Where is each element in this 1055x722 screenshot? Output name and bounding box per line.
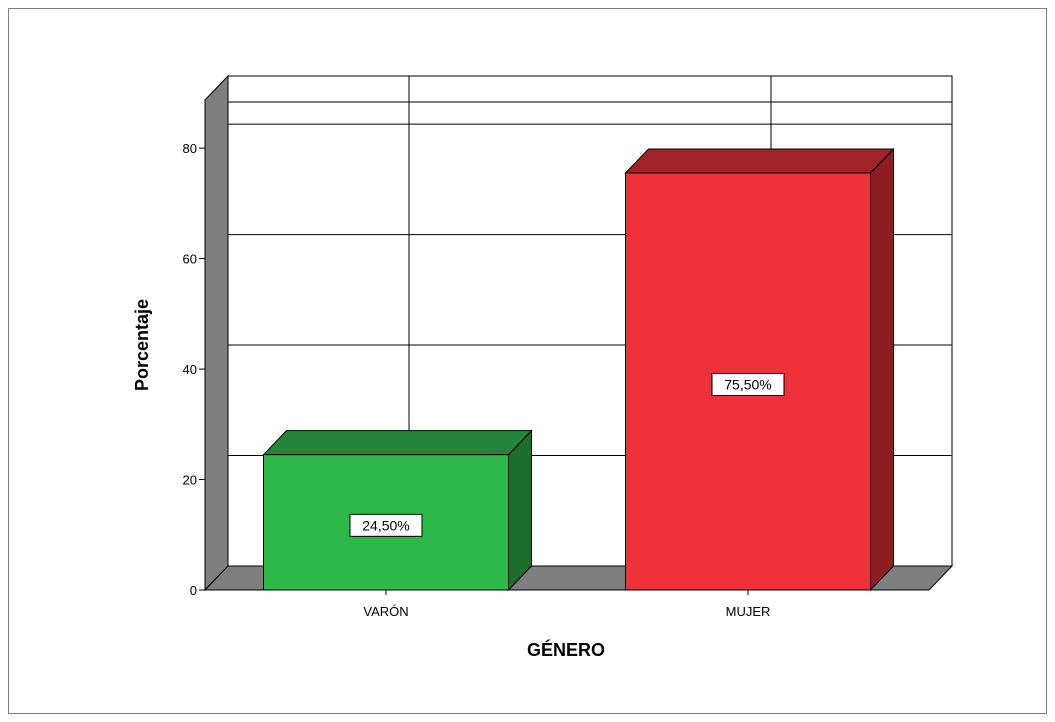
x-axis-title: GÉNERO: [527, 639, 605, 660]
x-tick-label: MUJER: [726, 604, 771, 619]
data-label: 75,50%: [724, 376, 771, 392]
bars: 24,50% 75,50%: [262, 147, 895, 592]
left-wall: [204, 74, 229, 592]
bar-side-face: [508, 429, 532, 592]
bar-side-face: [870, 147, 894, 592]
y-tick-label: 80: [183, 141, 197, 156]
data-label-box: [711, 372, 785, 396]
bar-top-face: [262, 430, 533, 456]
y-tick-label: 40: [183, 362, 197, 377]
y-tick-label: 0: [190, 583, 197, 598]
bar-top-face: [624, 148, 895, 174]
x-axis: VARÓN MUJER: [363, 590, 770, 619]
y-tick-label: 20: [183, 473, 197, 488]
data-label-box: [349, 513, 423, 537]
y-axis: 0 20 40 60 80: [183, 141, 205, 598]
data-label: 24,50%: [362, 517, 409, 533]
x-tick-label: VARÓN: [363, 604, 408, 619]
y-axis-title: Porcentaje: [132, 299, 152, 391]
y-tick-label: 60: [183, 252, 197, 267]
